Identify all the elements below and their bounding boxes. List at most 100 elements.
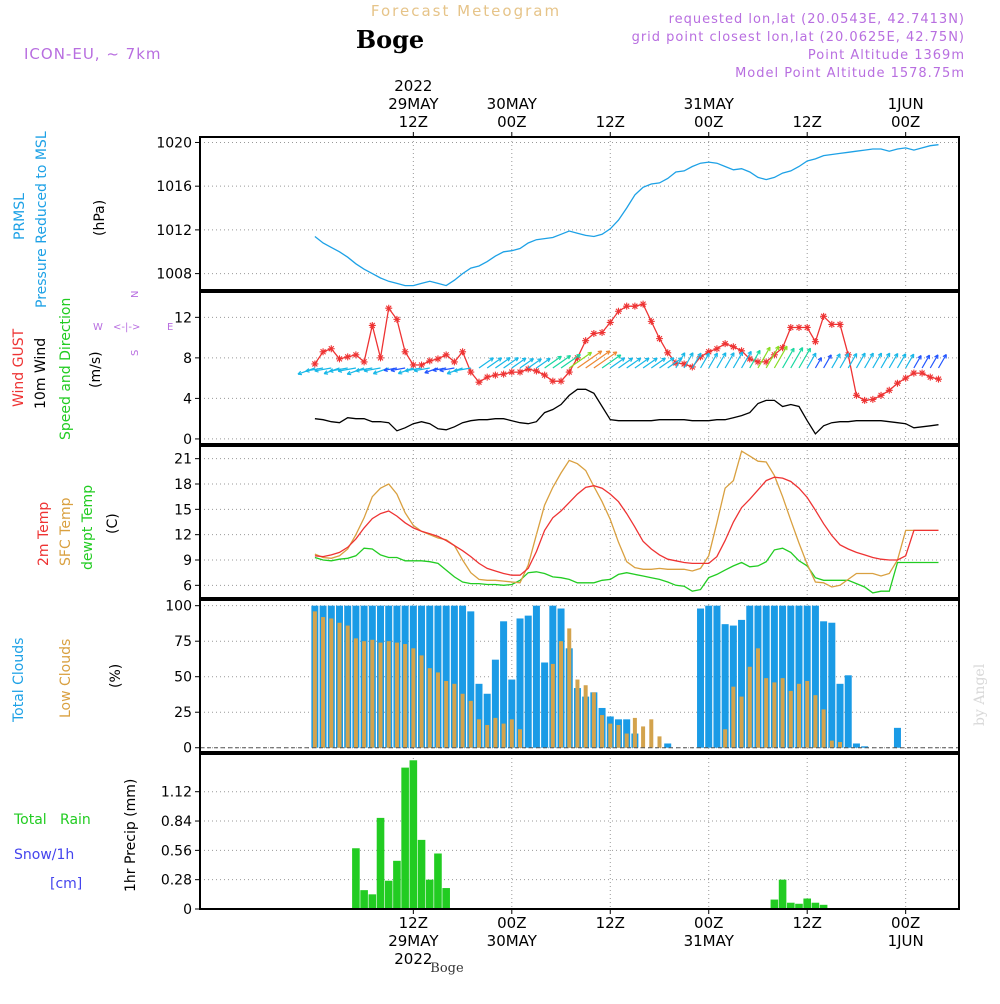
- gust-marker: [590, 330, 598, 338]
- precip-bar: [417, 839, 426, 909]
- wind-arrowhead: [612, 351, 618, 356]
- gust-marker: [450, 358, 458, 366]
- compass-n: N: [130, 291, 141, 298]
- gust-marker: [327, 345, 335, 353]
- gust-marker: [754, 358, 762, 366]
- low-cloud-bar: [485, 725, 490, 748]
- wind-arrow: [650, 357, 666, 369]
- precip-bar: [376, 817, 385, 909]
- top-time-label: 12Z: [596, 113, 625, 131]
- gust-marker: [828, 320, 836, 328]
- wind-arrowhead: [557, 355, 562, 361]
- wind-arrowhead: [521, 357, 527, 362]
- total-cloud-bar: [532, 605, 540, 748]
- total-cloud-bar: [787, 605, 795, 748]
- panel-precip: 0 0.28 0.56 0.84 1.12: [161, 753, 960, 918]
- panel-temperature: 6 9 12 15 18 21: [174, 445, 960, 599]
- low-cloud-bar: [550, 663, 555, 748]
- faded-title: Forecast Meteogram: [371, 2, 561, 20]
- wind-arrow: [905, 353, 915, 369]
- wind-arrowhead: [514, 357, 519, 362]
- wind-arrow: [823, 354, 832, 369]
- precip-bar: [393, 860, 401, 909]
- plot-panels: 1008 1012 1016 1020 0 4 8 12 6 9 12 15 18 21 0 25 50 75 10…: [156, 135, 960, 918]
- top-time-label: 30MAY: [487, 95, 538, 113]
- wind-arrow: [700, 352, 710, 369]
- total-cloud-bar: [721, 624, 729, 748]
- total-cloud-bar: [852, 743, 860, 748]
- wind10-line: [314, 388, 939, 435]
- gust-marker: [877, 391, 885, 399]
- low-cloud-bar: [600, 715, 605, 748]
- snow-unit-label: [cm]: [50, 876, 82, 892]
- panel-frame: [199, 599, 960, 753]
- wind-arrowhead: [653, 357, 658, 362]
- model-altitude: Model Point Altitude 1578.75m: [735, 66, 965, 81]
- ytick-label: 12: [174, 528, 192, 544]
- low-cloud-bar: [329, 618, 334, 748]
- gust-marker: [893, 379, 901, 387]
- wind-arrow: [626, 357, 642, 369]
- low-cloud-bar: [772, 682, 777, 748]
- wind-arrowhead: [817, 357, 823, 362]
- top-time-label: 00Z: [497, 113, 526, 131]
- wind-arrow: [439, 367, 455, 372]
- low-cloud-bar: [747, 666, 752, 748]
- gust-marker: [442, 351, 450, 359]
- gust-marker: [934, 375, 942, 383]
- wind-arrow: [667, 357, 683, 369]
- total-cloud-bar: [500, 621, 508, 748]
- precip-bar: [795, 903, 803, 909]
- wind-arrow: [577, 350, 603, 369]
- gust-marker: [508, 368, 516, 376]
- total-cloud-bar: [450, 605, 458, 748]
- low-cloud-bar: [838, 742, 843, 748]
- wind-arrowhead: [844, 352, 850, 358]
- pressure-labels: PRMSL Pressure Reduced to MSL (hPa): [12, 131, 108, 308]
- wind-arrow: [383, 367, 398, 371]
- gust-marker: [926, 373, 934, 381]
- requested-coords: requested lon,lat (20.0543E, 42.7413N): [669, 12, 965, 27]
- wind-arrow: [536, 357, 551, 369]
- wind-arrow: [741, 351, 752, 369]
- gust-marker: [869, 395, 877, 403]
- gust-marker: [738, 347, 746, 355]
- wind-arrowhead: [537, 358, 542, 363]
- bottom-time-label: 00Z: [497, 914, 526, 932]
- low-cloud-bar: [657, 736, 662, 748]
- top-time-label: 12Z: [399, 113, 428, 131]
- wind-arrow: [404, 367, 422, 372]
- total-cloud-bar: [524, 615, 532, 748]
- wind-arrowhead: [620, 357, 626, 362]
- top-time-label: 2022: [394, 77, 432, 95]
- wind-arrowhead: [439, 367, 444, 373]
- wind-arrowhead: [390, 367, 395, 373]
- wind-arrowhead: [925, 354, 931, 360]
- low-cloud-bar: [403, 644, 408, 748]
- wind-arrow: [708, 352, 718, 369]
- gust-marker: [811, 338, 819, 346]
- wind-arrowhead: [861, 352, 866, 358]
- bottom-time-label: 29MAY: [388, 932, 439, 950]
- gust-marker: [475, 378, 483, 386]
- point-altitude: Point Altitude 1369m: [808, 48, 965, 63]
- total-cloud-bar: [705, 605, 713, 748]
- gust-marker: [311, 360, 319, 368]
- gust-marker: [557, 377, 565, 385]
- wind-arrowhead: [297, 370, 303, 376]
- wind-arrowhead: [372, 370, 378, 375]
- gust-label: Wind GUST: [11, 328, 27, 407]
- wind-arrowhead: [783, 345, 788, 351]
- wind-arrow: [790, 347, 804, 369]
- low-cloud-bar: [362, 641, 367, 748]
- wind-arrow: [519, 358, 534, 369]
- wind-arrow: [913, 355, 922, 369]
- wind-arrow: [675, 352, 686, 369]
- wind-arrowhead: [636, 357, 642, 362]
- total-cloud-bar: [442, 605, 450, 748]
- wind-labels: Wind GUST 10m Wind Speed and Direction (…: [11, 291, 173, 440]
- wind-arrowhead: [934, 354, 939, 359]
- total-cloud-bar: [811, 605, 819, 748]
- low-cloud-bar: [509, 719, 514, 748]
